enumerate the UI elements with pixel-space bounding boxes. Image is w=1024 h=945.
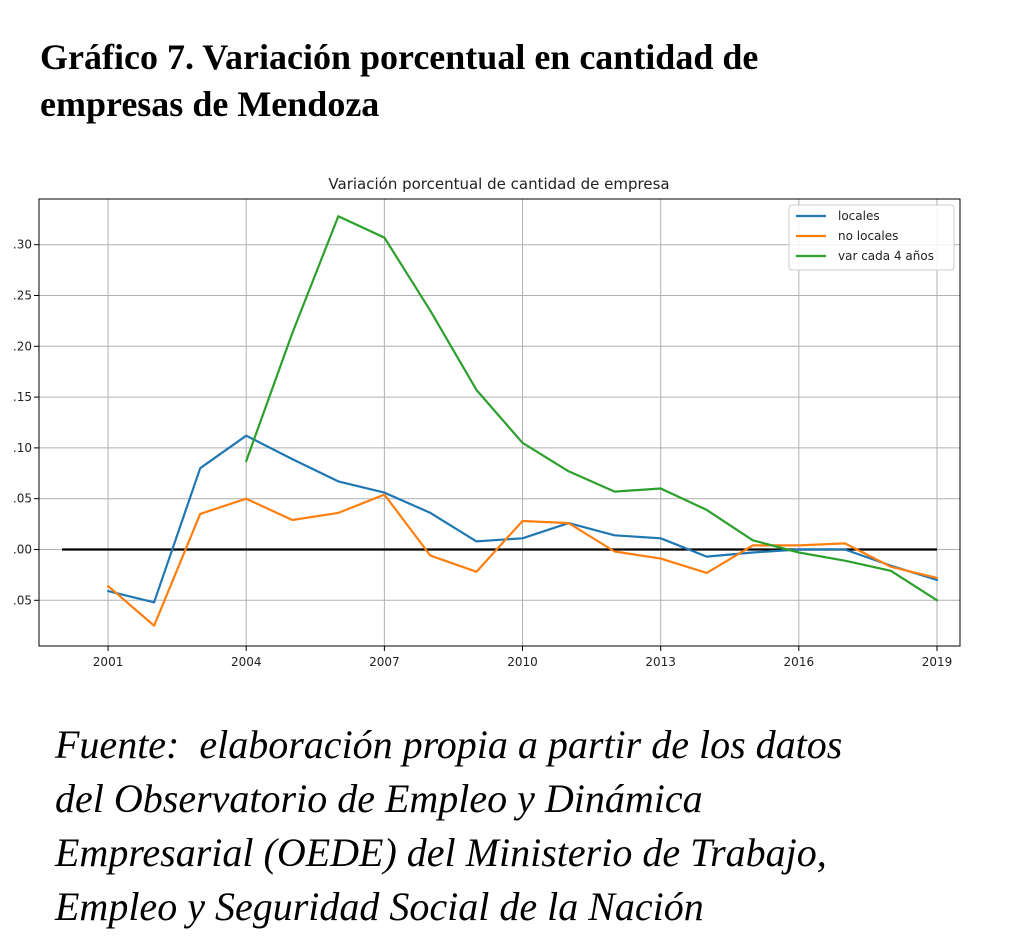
data-point xyxy=(612,533,617,538)
y-tick-label: .15 xyxy=(13,390,32,404)
data-point xyxy=(290,518,295,523)
data-point xyxy=(842,541,847,546)
data-point xyxy=(658,556,663,561)
series-layer xyxy=(106,214,939,628)
figure-heading: Gráfico 7. Variación porcentual en canti… xyxy=(40,34,940,128)
data-point xyxy=(428,553,433,558)
y-tick-label: .25 xyxy=(13,289,32,303)
y-tick-label: .30 xyxy=(13,238,32,252)
data-point xyxy=(566,469,571,474)
data-point xyxy=(658,486,663,491)
tick-labels: 2001 2004 2007 2010 2013 2016 2019 .05 .00 .05 .10… xyxy=(13,238,952,669)
series-line-locales xyxy=(106,434,939,604)
figure-heading-line-2: empresas de Mendoza xyxy=(40,84,380,124)
data-point xyxy=(152,600,157,605)
data-point xyxy=(612,549,617,554)
chart-title: Variación porcentual de cantidad de empr… xyxy=(328,175,669,193)
data-point xyxy=(750,550,755,555)
data-point xyxy=(934,575,939,580)
series-line-no-locales xyxy=(106,493,939,627)
x-tick-label: 2016 xyxy=(784,655,815,669)
data-point xyxy=(474,539,479,544)
data-point xyxy=(520,440,525,445)
y-tick-label: .05 xyxy=(13,593,32,607)
source-note-line-3: Empresarial (OEDE) del Ministerio de Tra… xyxy=(55,830,827,875)
line-chart: Variación porcentual de cantidad de empr… xyxy=(0,168,1024,678)
data-point xyxy=(198,511,203,516)
data-point xyxy=(566,521,571,526)
y-tick-label: .05 xyxy=(13,492,32,506)
plot-area-frame xyxy=(38,198,961,647)
source-note-line-4: Empleo y Seguridad Social de la Nación xyxy=(55,884,704,929)
data-point xyxy=(244,496,249,501)
data-point xyxy=(796,550,801,555)
figure-heading-line-1: Gráfico 7. Variación porcentual en canti… xyxy=(40,37,759,77)
y-tick-label: .10 xyxy=(13,441,32,455)
data-point xyxy=(106,589,111,594)
data-point xyxy=(244,433,249,438)
data-point xyxy=(658,536,663,541)
source-note: Fuente: elaboración propia a partir de l… xyxy=(55,718,1015,934)
source-note-line-2: del Observatorio de Empleo y Dinámica xyxy=(55,776,703,821)
data-point xyxy=(704,570,709,575)
data-point xyxy=(290,457,295,462)
data-point xyxy=(842,547,847,552)
data-point xyxy=(382,235,387,240)
data-point xyxy=(704,554,709,559)
x-tick-label: 2007 xyxy=(369,655,400,669)
data-point xyxy=(520,519,525,524)
data-point xyxy=(888,568,893,573)
data-point xyxy=(520,536,525,541)
source-note-line-1: Fuente: elaboración propia a partir de l… xyxy=(55,722,843,767)
data-point xyxy=(290,331,295,336)
legend: locales no locales var cada 4 años xyxy=(788,204,955,271)
data-point xyxy=(244,459,249,464)
grid xyxy=(39,199,960,646)
data-point xyxy=(474,387,479,392)
data-point xyxy=(934,598,939,603)
data-point xyxy=(106,584,111,589)
data-point xyxy=(152,623,157,628)
x-tick-label: 2010 xyxy=(507,655,538,669)
data-point xyxy=(428,510,433,515)
x-tick-label: 2004 xyxy=(231,655,262,669)
data-point xyxy=(336,510,341,515)
data-point xyxy=(842,558,847,563)
legend-label: var cada 4 años xyxy=(838,249,934,263)
data-point xyxy=(336,479,341,484)
legend-box xyxy=(788,204,955,271)
y-tick-label: .20 xyxy=(13,339,32,353)
data-point xyxy=(382,492,387,497)
data-point xyxy=(474,569,479,574)
data-point xyxy=(750,543,755,548)
chart-canvas: Variación porcentual de cantidad de empr… xyxy=(13,175,961,669)
data-point xyxy=(704,507,709,512)
data-point xyxy=(336,214,341,219)
data-point xyxy=(612,489,617,494)
y-tick-label: .00 xyxy=(13,542,32,556)
legend-label: no locales xyxy=(838,229,898,243)
data-point xyxy=(428,308,433,313)
x-tick-label: 2019 xyxy=(922,655,953,669)
data-point xyxy=(198,466,203,471)
x-tick-label: 2013 xyxy=(645,655,676,669)
series-line-var-cada-4-años xyxy=(245,215,939,602)
data-point xyxy=(750,538,755,543)
x-tick-label: 2001 xyxy=(93,655,124,669)
legend-label: locales xyxy=(838,209,880,223)
data-point xyxy=(796,543,801,548)
